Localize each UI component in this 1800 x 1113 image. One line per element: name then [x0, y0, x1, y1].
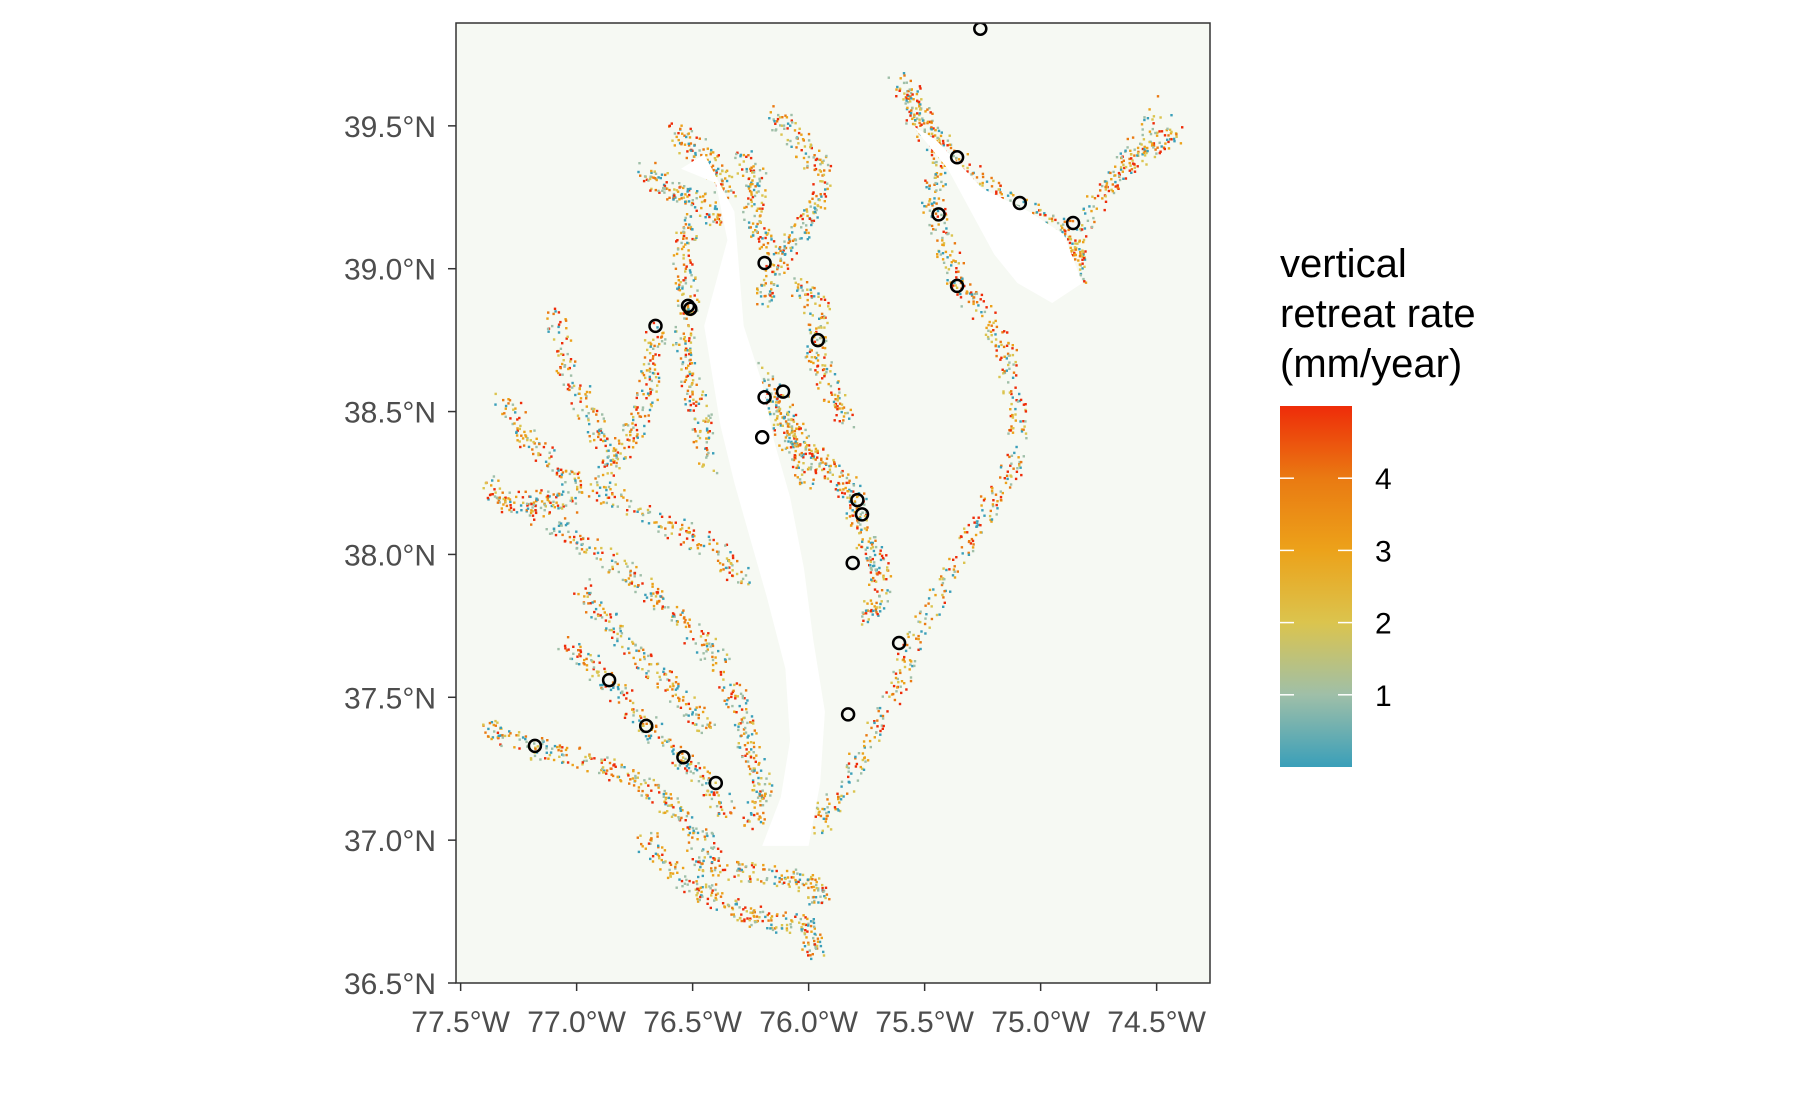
- legend-title: vertical retreat rate (mm/year): [1280, 242, 1487, 386]
- y-tick-label: 37.0°N: [344, 825, 436, 858]
- marsh-points: [791, 277, 856, 429]
- y-tick-label: 38.0°N: [344, 539, 436, 572]
- y-tick-label: 39.0°N: [344, 254, 436, 287]
- water-body: [681, 154, 825, 846]
- legend-tick-label: 4: [1375, 463, 1392, 496]
- marsh-points: [718, 673, 774, 831]
- marsh-points: [806, 72, 1028, 835]
- x-tick-label: 77.5°W: [411, 1006, 510, 1039]
- panel-background: [456, 23, 1210, 983]
- station-marker: [891, 635, 907, 651]
- legend-ticks: 1 2 3 4: [1280, 463, 1392, 713]
- legend-tick-label: 1: [1375, 680, 1392, 713]
- marsh-points: [686, 847, 831, 906]
- station-marker: [949, 150, 965, 165]
- legend-tick-label: 2: [1375, 608, 1392, 641]
- legend-title-line: (mm/year): [1280, 342, 1462, 386]
- station-marker: [1065, 215, 1081, 231]
- marsh-points: [1059, 95, 1173, 275]
- panel-border: [455, 22, 1211, 984]
- marsh-points: [1098, 126, 1184, 198]
- map-layer: [482, 23, 1184, 961]
- station-marker: [854, 507, 870, 522]
- legend-title-line: retreat rate: [1280, 292, 1476, 336]
- legend-tick-label: 3: [1375, 535, 1392, 568]
- station-marker: [648, 318, 663, 334]
- station-marker: [680, 298, 696, 314]
- marsh-points: [734, 150, 778, 255]
- marsh-points: [525, 509, 731, 674]
- station-marker: [949, 278, 965, 294]
- marsh-points: [482, 719, 723, 854]
- legend: vertical retreat rate (mm/year) 1 2 3 4: [1280, 242, 1487, 767]
- station-marker: [708, 775, 724, 791]
- x-tick-label: 74.5°W: [1107, 1006, 1206, 1039]
- station-marker: [775, 384, 791, 399]
- station-marker: [973, 23, 988, 36]
- x-tick-label: 75.5°W: [875, 1006, 974, 1039]
- water-body: [913, 125, 1083, 304]
- y-tick-label: 36.5°N: [344, 968, 436, 1001]
- marsh-points: [758, 390, 868, 504]
- x-tick-label: 77.0°W: [527, 1006, 626, 1039]
- marsh-points: [573, 578, 716, 735]
- y-axis: 36.5°N 37.0°N 37.5°N 38.0°N 38.5°N 39.0°N 39.5…: [344, 111, 456, 1001]
- map-panel: [455, 22, 1211, 984]
- marsh-points: [494, 392, 751, 586]
- x-tick-label: 76.0°W: [759, 1006, 858, 1039]
- legend-colorbar: [1280, 406, 1352, 767]
- station-marker: [757, 255, 772, 271]
- marsh-points: [482, 475, 579, 514]
- marsh-points: [756, 105, 833, 308]
- station-marker: [840, 707, 856, 722]
- x-tick-label: 75.0°W: [991, 1006, 1090, 1039]
- marsh-points: [841, 488, 893, 626]
- y-tick-label: 37.5°N: [344, 682, 436, 715]
- station-marker: [676, 750, 691, 765]
- marsh-points: [637, 161, 723, 227]
- station-marker: [850, 492, 865, 508]
- station-marker: [931, 207, 946, 222]
- marsh-points: [546, 307, 618, 462]
- station-marker: [845, 555, 860, 571]
- x-axis: 77.5°W 77.0°W 76.5°W 76.0°W 75.5°W 75.0°W 74.5…: [411, 983, 1207, 1039]
- station-marker: [1012, 195, 1028, 211]
- y-tick-label: 38.5°N: [344, 397, 436, 430]
- station-marker: [527, 738, 543, 754]
- station-marker: [683, 301, 698, 316]
- marsh-points: [557, 636, 736, 818]
- station-marker: [638, 718, 654, 734]
- legend-title-line: vertical: [1280, 242, 1407, 286]
- station-marker: [601, 672, 617, 688]
- station-marker: [810, 332, 826, 348]
- y-tick-label: 39.5°N: [344, 111, 436, 144]
- station-marker: [757, 390, 772, 405]
- marsh-points: [636, 831, 826, 961]
- station-marker: [754, 430, 770, 445]
- x-tick-label: 76.5°W: [643, 1006, 742, 1039]
- marsh-points: [594, 321, 667, 486]
